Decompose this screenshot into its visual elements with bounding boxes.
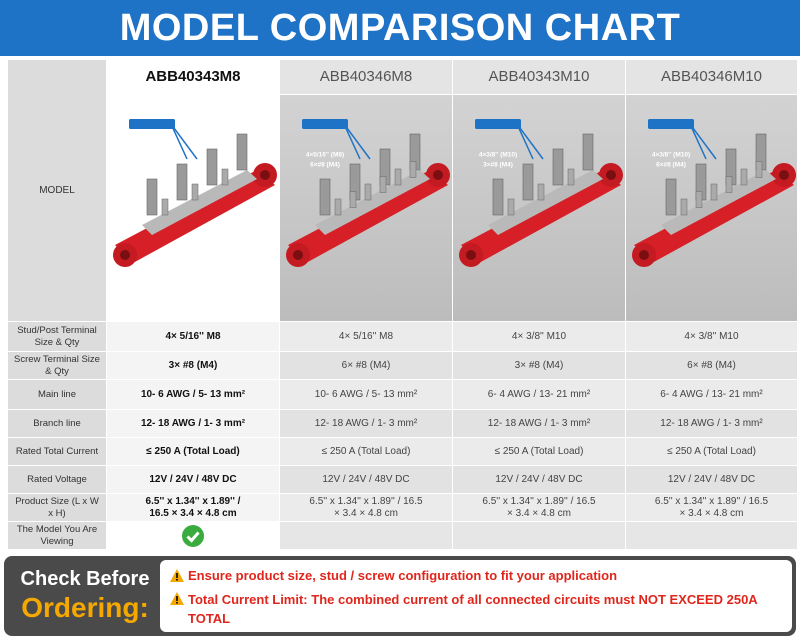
column-header: ABB40343M8 [107,60,280,95]
table-cell: 12- 18 AWG / 1- 3 mm² [107,410,280,438]
table-cell: 12- 18 AWG / 1- 3 mm² [626,410,798,438]
row-label: Product Size (L x W x H) [8,494,107,522]
row-label: Branch line [8,410,107,438]
callout-label: 3×#8 (M4) [137,162,167,169]
busbar-illustration: 4×3/8'' (M10) 3×#8 (M4) [459,119,623,267]
table-cell: 12V / 24V / 48V DC [107,466,280,494]
table-cell: 3× #8 (M4) [107,352,280,380]
table-cell: 10- 6 AWG / 5- 13 mm² [107,380,280,410]
row-label: Main line [8,380,107,410]
table-cell: 6- 4 AWG / 13- 21 mm² [453,380,626,410]
table-cell: ≤ 250 A (Total Load) [107,438,280,466]
table-cell: 6- 4 AWG / 13- 21 mm² [626,380,798,410]
row-label: The Model You Are Viewing [8,522,107,550]
callout-label: 6×#8 (M4) [656,162,686,169]
busbar-illustration: 4×3/8'' (M10) 6×#8 (M4) [632,119,796,267]
warning-icon [170,592,184,605]
row-label: Screw Terminal Size & Qty [8,352,107,380]
note: Ensure product size, stud / screw config… [188,568,618,583]
table-cell: 12V / 24V / 48V DC [626,466,798,494]
notes-panel: Ensure product size, stud / screw config… [160,560,792,632]
table-cell: 6.5'' x 1.34'' x 1.89'' / 16.5 × 3.4 × 4… [107,494,280,522]
empty-cell [626,522,798,550]
row-label: Stud/Post Terminal Size & Qty [8,322,107,352]
callout-label: 4×3/8'' (M10) [479,152,517,159]
table-cell: 4× 3/8'' M10 [453,322,626,352]
product-image-cell: 4×3/8'' (M10) 6×#8 (M4) [626,95,798,322]
table-cell: 6.5'' x 1.34'' x 1.89'' / 16.5 × 3.4 × 4… [453,494,626,522]
callout-label: 4×5/16'' (M8) [306,152,344,159]
footer-heading: Ordering: [21,592,149,623]
callout-label: 3×#8 (M4) [483,162,513,169]
table-cell: ≤ 250 A (Total Load) [626,438,798,466]
table-cell: ≤ 250 A (Total Load) [453,438,626,466]
table-cell: 12- 18 AWG / 1- 3 mm² [453,410,626,438]
table-cell: 4× 5/16'' M8 [280,322,453,352]
check-icon [182,524,204,547]
table-cell: 4× 3/8'' M10 [626,322,798,352]
table-cell: 12- 18 AWG / 1- 3 mm² [280,410,453,438]
row-label: Rated Voltage [8,466,107,494]
column-header: ABB40346M8 [280,60,453,95]
callout-label: 4×5/16'' (M8) [133,152,171,159]
busbar-illustration: 4×5/16'' (M8) 3×#8 (M4) [113,119,277,267]
table-cell: 6.5'' x 1.34'' x 1.89'' / 16.5 × 3.4 × 4… [280,494,453,522]
product-image-cell: 4×5/16'' (M8) 3×#8 (M4) [107,95,280,322]
callout-label: 4×3/8'' (M10) [652,152,690,159]
table-cell: ≤ 250 A (Total Load) [280,438,453,466]
table-cell: 12V / 24V / 48V DC [453,466,626,494]
empty-cell [280,522,453,550]
warning-icon [170,569,184,582]
note: Total Current Limit: The combined curren… [188,592,758,626]
callout-label: 6×#8 (M4) [310,162,340,169]
row-label: MODEL [8,60,107,322]
row-label: Rated Total Current [8,438,107,466]
footer-heading: Check Before [20,568,150,590]
table-cell: 6× #8 (M4) [626,352,798,380]
table-cell: 4× 5/16'' M8 [107,322,280,352]
column-header: ABB40346M10 [626,60,798,95]
table-cell: 12V / 24V / 48V DC [280,466,453,494]
table-cell: 6.5'' x 1.34'' x 1.89'' / 16.5 × 3.4 × 4… [626,494,798,522]
product-image-cell: 4×5/16'' (M8) 6×#8 (M4) [280,95,453,322]
empty-cell [453,522,626,550]
table-cell: 10- 6 AWG / 5- 13 mm² [280,380,453,410]
table-cell: 6× #8 (M4) [280,352,453,380]
product-image-cell: 4×3/8'' (M10) 3×#8 (M4) [453,95,626,322]
column-header: ABB40343M10 [453,60,626,95]
busbar-illustration: 4×5/16'' (M8) 6×#8 (M4) [286,119,450,267]
check-cell [107,522,280,550]
page-title: MODEL COMPARISON CHART [0,0,800,56]
table-cell: 3× #8 (M4) [453,352,626,380]
